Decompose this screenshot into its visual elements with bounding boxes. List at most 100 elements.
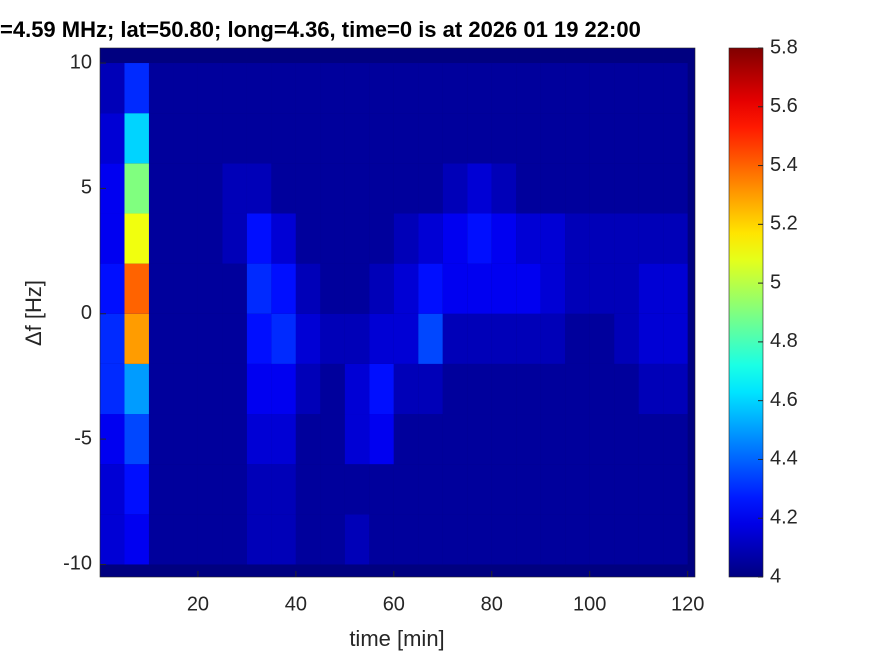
heatmap-cell [295, 263, 321, 314]
heatmap-cell [124, 63, 149, 114]
heatmap-cell [467, 163, 492, 214]
heatmap-cell [173, 414, 198, 465]
heatmap-cell [100, 63, 125, 114]
heatmap-cell [467, 113, 492, 164]
x-axis-label: time [min] [349, 626, 444, 651]
heatmap-cell [614, 313, 639, 364]
heatmap-cell [173, 213, 198, 264]
heatmap-cell [148, 363, 174, 415]
heatmap-cell [369, 313, 394, 364]
heatmap-cell [369, 464, 394, 515]
heatmap-cell [491, 163, 517, 214]
chart-title: =4.59 MHz; lat=50.80; long=4.36, time=0 … [0, 17, 641, 42]
heatmap-cell [442, 263, 468, 314]
heatmap-cell [540, 63, 566, 114]
heatmap-cell [565, 113, 590, 164]
heatmap-cell [124, 464, 149, 515]
heatmap-cell [418, 263, 443, 314]
heatmap-cell [663, 163, 688, 214]
heatmap-cell [173, 313, 198, 364]
heatmap-cell [565, 313, 590, 364]
heatmap-cell [271, 263, 296, 314]
heatmap-cell [663, 263, 688, 314]
heatmap-cell [344, 414, 370, 465]
heatmap-cell [197, 363, 223, 415]
heatmap-cell [222, 514, 247, 565]
heatmap-cell [320, 514, 345, 565]
heatmap-cell [467, 514, 492, 565]
heatmap-cell [320, 313, 345, 364]
heatmap-cell [271, 414, 296, 465]
heatmap-cell [100, 263, 125, 314]
heatmap-cell [124, 313, 149, 364]
heatmap-cell [614, 113, 639, 164]
heatmap-cell [173, 464, 198, 515]
heatmap-cell [663, 414, 688, 465]
heatmap-cell [589, 363, 615, 415]
heatmap-cell [148, 313, 174, 364]
heatmap-cell [442, 514, 468, 565]
heatmap-cell [295, 313, 321, 364]
heatmap-cell [565, 213, 590, 264]
heatmap-cell [124, 163, 149, 214]
heatmap-cell [491, 213, 517, 264]
plot-frame [99, 47, 696, 578]
heatmap-cell [148, 163, 174, 214]
heatmap-cell [418, 514, 443, 565]
heatmap-cell [271, 464, 296, 515]
heatmap-cell [589, 163, 615, 214]
heatmap-cell [565, 163, 590, 214]
heatmap-cell [491, 363, 517, 415]
heatmap-cell [320, 464, 345, 515]
heatmap-cell [320, 113, 345, 164]
heatmap-cell [663, 63, 688, 114]
heatmap-cell [540, 263, 566, 314]
heatmap-cell [589, 514, 615, 565]
heatmap-cell [320, 263, 345, 314]
heatmap-cell [565, 363, 590, 415]
heatmap-cell [148, 263, 174, 314]
heatmap-cell [173, 163, 198, 214]
heatmap-cell [442, 313, 468, 364]
heatmap-cell [614, 414, 639, 465]
heatmap-cell [638, 414, 664, 465]
heatmap-cell [100, 313, 125, 364]
heatmap-cell [246, 113, 272, 164]
heatmap-cell [148, 213, 174, 264]
heatmap-cell [320, 163, 345, 214]
heatmap-cell [638, 313, 664, 364]
heatmap-cell [197, 163, 223, 214]
heatmap-cell [100, 464, 125, 515]
colorbar-tick-label: 5 [770, 271, 781, 293]
x-tick-label: 100 [573, 593, 606, 615]
heatmap-cell [369, 263, 394, 314]
heatmap-cell [614, 213, 639, 264]
heatmap-cell [197, 464, 223, 515]
heatmap-cell [589, 464, 615, 515]
heatmap-cell [565, 263, 590, 314]
heatmap-cell [271, 363, 296, 415]
heatmap-cell [663, 363, 688, 415]
heatmap-cell [418, 163, 443, 214]
heatmap-cell [369, 363, 394, 415]
heatmap-cell [124, 514, 149, 565]
y-axis-label: Δf [Hz] [21, 280, 46, 346]
heatmap-cell [100, 213, 125, 264]
x-tick-label: 40 [285, 593, 307, 615]
y-tick-label: -5 [74, 427, 92, 449]
heatmap-cell [516, 514, 541, 565]
heatmap-cell [540, 464, 566, 515]
heatmap-cell [442, 414, 468, 465]
heatmap-cell [197, 313, 223, 364]
heatmap-cell [246, 213, 272, 264]
heatmap-cell [418, 464, 443, 515]
colorbar-tick-label: 4.4 [770, 448, 798, 470]
y-tick-label: 10 [70, 51, 92, 73]
heatmap-cell [638, 213, 664, 264]
y-tick-label: 0 [81, 302, 92, 324]
heatmap-cell [565, 63, 590, 114]
heatmap-cell [565, 414, 590, 465]
heatmap-cell [589, 313, 615, 364]
heatmap-cell [393, 414, 419, 465]
heatmap-cell [295, 414, 321, 465]
